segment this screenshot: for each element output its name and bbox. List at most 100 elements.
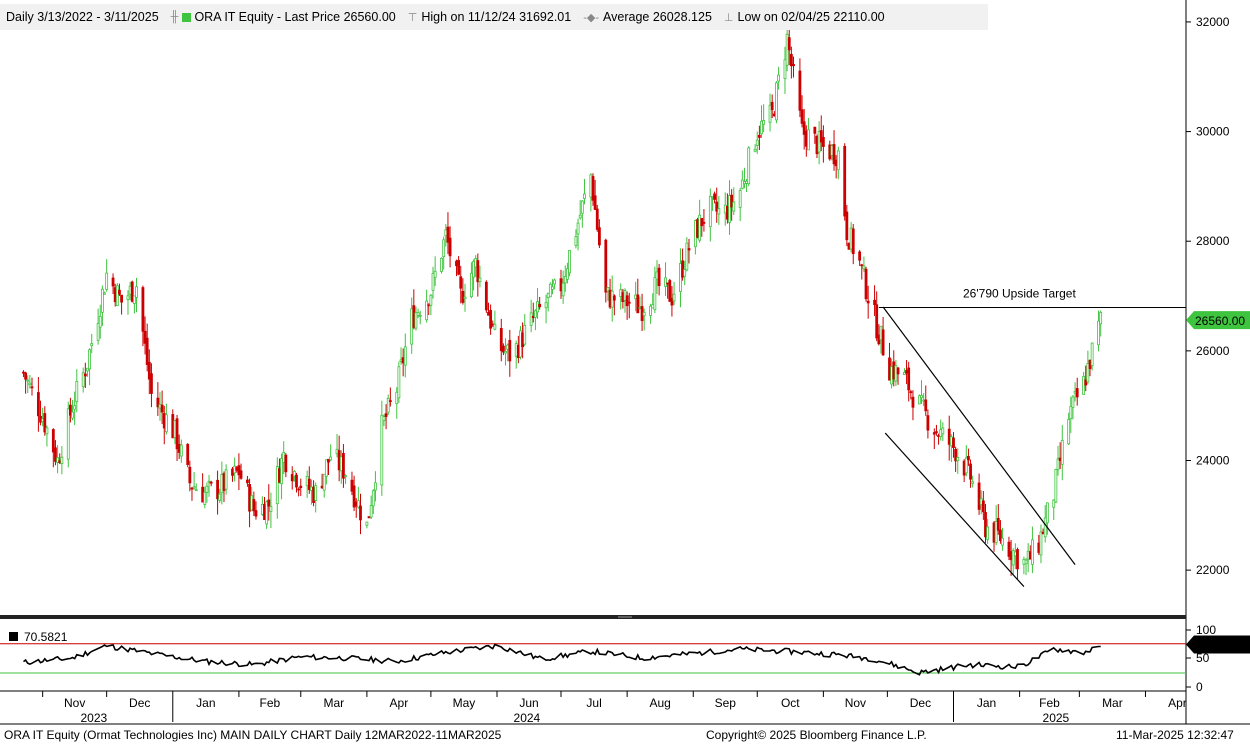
price-candle [864,266,868,302]
price-candle [753,144,757,153]
oscillator-tick-label: 50 [1196,651,1210,665]
price-candle [954,446,958,472]
price-candle [708,188,712,242]
footer-copyright: Copyright© 2025 Bloomberg Finance L.P. [706,728,927,742]
price-candle [1071,395,1075,420]
price-candle [359,493,362,535]
price-candle [246,475,249,487]
price-candle [1016,547,1019,580]
price-candle [352,475,356,512]
price-candle [239,463,243,480]
price-candle [508,329,512,377]
price-candle [130,280,134,303]
month-label: Jan [977,696,996,710]
month-label: Mar [323,696,344,710]
price-candle [909,389,913,400]
price-candle [220,461,224,505]
month-label: Sep [715,696,737,710]
price-candle [269,492,273,529]
price-candle [192,471,196,490]
price-candle [591,173,595,206]
price-candle [299,478,303,497]
price-candle [553,278,557,290]
price-candle [478,265,482,288]
price-candle [58,453,62,465]
price-candle [563,265,567,292]
price-candle [1028,545,1032,560]
price-candle [956,448,960,474]
price-candle [459,265,463,304]
price-candle [356,486,360,509]
price-candle [250,486,254,511]
price-candle [937,433,940,445]
price-candle [516,335,520,364]
price-candle [783,46,787,94]
price-candle [935,424,938,436]
price-candle [335,433,339,458]
price-candle [821,125,825,163]
price-candle [992,520,996,552]
price-candle [39,400,42,426]
price-candle [890,358,894,389]
price-candle [672,281,676,306]
price-candle [593,179,597,210]
price-candle [374,471,377,502]
time-axis: Nov Dec Jan Feb Mar Apr May Jun Jul Aug Sep Oct Nov D… [0,690,1250,725]
price-candle [529,299,533,333]
price-candle [568,250,571,277]
price-candle [566,262,569,284]
price-candle [224,464,228,495]
price-candle [135,277,138,313]
legend-marker-icon: ╫ [170,11,179,23]
price-candle [380,400,384,496]
price-candle [36,377,40,432]
price-candle [698,199,702,243]
price-candle [544,294,548,324]
price-candle [964,445,968,477]
price-candle [260,496,264,516]
price-tick-label: 22000 [1196,563,1230,577]
price-candle [920,380,923,404]
price-candle [307,466,311,494]
price-candle [145,323,149,372]
oscillator-badge-value: 70.5821 [1195,638,1239,652]
price-candle [969,459,972,488]
month-label: Nov [845,696,866,710]
low-label: Low on 02/04/25 22110.00 [737,10,885,24]
price-candle [233,457,237,482]
price-candle [999,520,1002,544]
price-candle [231,467,234,482]
price-candle [845,204,849,247]
average-label: Average 26028.125 [603,10,712,24]
price-candle [162,405,166,445]
price-candle [491,320,495,328]
price-candle [177,434,181,460]
price-candle [775,81,778,124]
price-candle [917,394,921,405]
price-candle [606,287,610,302]
month-label: Apr [390,696,409,710]
price-candle [290,466,294,490]
price-candle [1069,396,1073,433]
chart-header: Daily 3/13/2022 - 3/11/2025 ╫ ORA IT Equ… [0,4,988,30]
price-candle [770,94,774,119]
price-candle [71,399,74,421]
price-candle [388,387,392,407]
price-candle [679,248,682,308]
price-candle [621,288,625,309]
price-candle [248,478,251,528]
price-candle [1037,534,1041,555]
price-candle [723,192,727,226]
oscillator-panel: 0 50 100 [0,623,1216,694]
price-candle [1090,342,1094,371]
price-candle [905,360,908,385]
price-candle [836,146,840,180]
price-candle [504,338,507,366]
price-candle [1060,425,1064,481]
price-candle [310,479,313,505]
average-legend: -◆- Average 26028.125 [577,10,718,24]
panel-separator[interactable] [0,615,1186,619]
price-candle [472,259,475,291]
price-candle [738,187,742,222]
price-axis: 22000 24000 26000 28000 30000 32000 [1185,0,1230,724]
